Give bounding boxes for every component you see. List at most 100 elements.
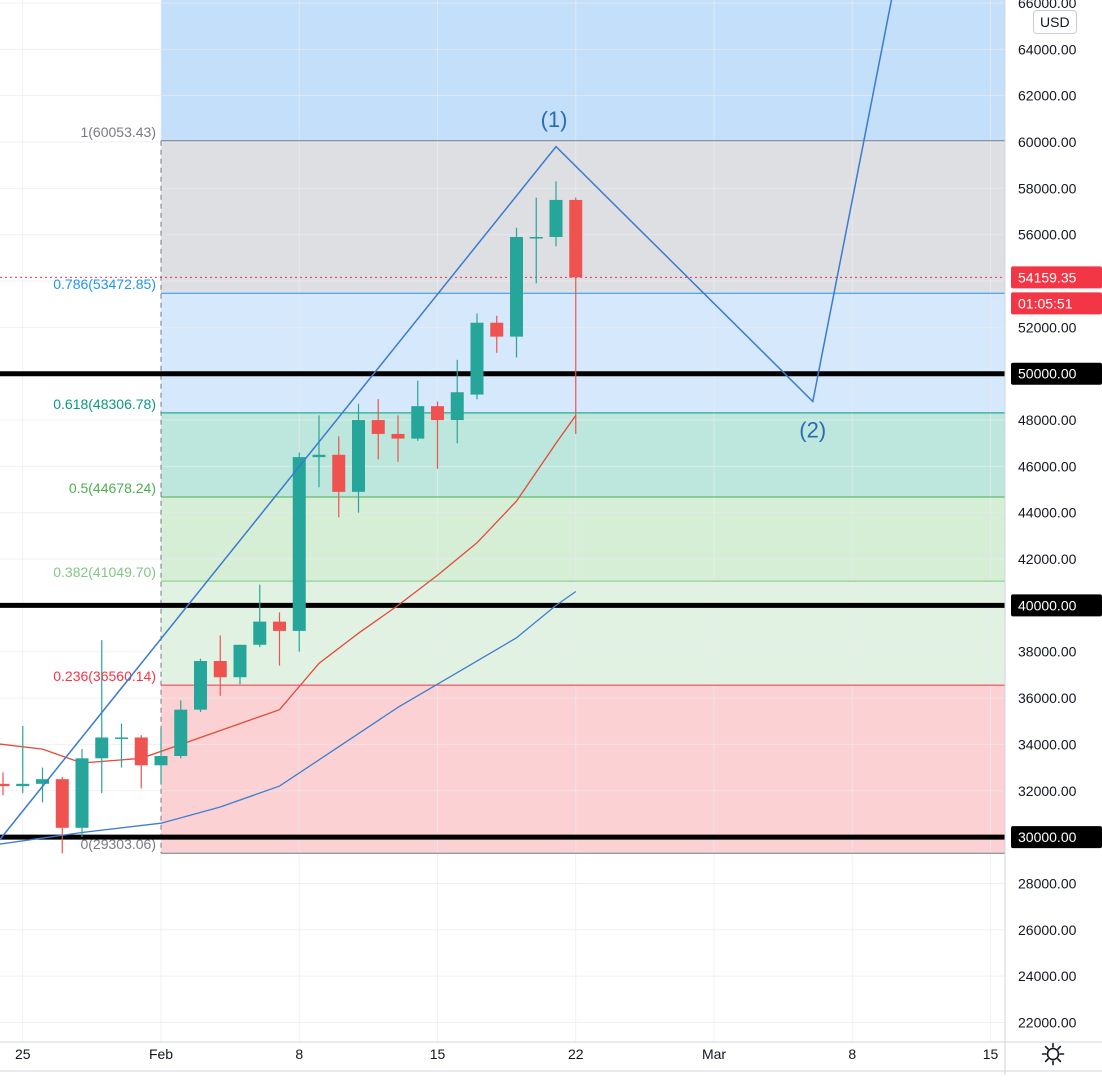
- candles: [0, 181, 583, 854]
- level-badge-bg: [1011, 826, 1102, 849]
- time-axis-panel: [0, 1042, 1102, 1075]
- candle: [154, 728, 168, 784]
- candle: [312, 415, 326, 488]
- candle: [0, 772, 10, 796]
- candle: [95, 640, 109, 794]
- x-tick-label: 15: [430, 1046, 446, 1062]
- fib-lines: 1(60053.43) 0.786(53472.85) 0.618(48306.78…: [0, 124, 1005, 854]
- fib-label: 0(29303.06): [80, 836, 156, 852]
- x-tick-label: Mar: [702, 1046, 726, 1062]
- level-badge-bg: [1011, 594, 1102, 617]
- fib-label: 0.786(53472.85): [53, 276, 156, 292]
- fib-zone: [161, 140, 1005, 294]
- currency-tag[interactable]: USD: [1033, 10, 1077, 34]
- level-badge: 40000.00: [1018, 597, 1077, 613]
- x-tick-label: 15: [983, 1046, 999, 1062]
- candle: [134, 735, 148, 789]
- fib-label: 1(60053.43): [80, 124, 156, 140]
- candle-body: [36, 779, 49, 784]
- candle-body: [0, 783, 10, 787]
- y-tick-label: 48000.00: [1018, 412, 1077, 428]
- x-tick-label: Feb: [149, 1046, 173, 1062]
- y-tick-label: 32000.00: [1018, 783, 1077, 799]
- y-tick-label: 24000.00: [1018, 968, 1077, 984]
- candle-body: [549, 199, 563, 237]
- candle-body: [194, 661, 207, 710]
- candle-body: [75, 758, 89, 828]
- candle: [549, 181, 563, 247]
- wave-label: (2): [799, 417, 826, 442]
- level-badge: 50000.00: [1018, 366, 1077, 382]
- y-tick-label: 64000.00: [1018, 41, 1077, 57]
- y-tick-label: 46000.00: [1018, 458, 1077, 474]
- candle-body: [95, 737, 109, 759]
- candle: [55, 776, 69, 854]
- candle-body: [470, 322, 484, 395]
- wave-line: [0, 0, 893, 841]
- candle-body: [273, 621, 286, 631]
- candle: [16, 725, 30, 794]
- candle: [75, 749, 89, 838]
- y-tick-label: 66000.00: [1018, 0, 1077, 11]
- fib-zone: [161, 685, 1005, 854]
- fib-label: 0.236(36560.14): [53, 668, 156, 684]
- y-tick-label: 28000.00: [1018, 875, 1077, 891]
- candle: [450, 359, 464, 444]
- candle: [332, 436, 346, 518]
- moving-averages: [0, 415, 577, 845]
- y-tick-label: 26000.00: [1018, 922, 1077, 938]
- y-tick-label: 42000.00: [1018, 551, 1077, 567]
- candle-body: [213, 661, 227, 678]
- x-tick-label: 8: [295, 1046, 303, 1062]
- candle: [194, 658, 207, 712]
- candle: [569, 197, 583, 434]
- x-tick-label: 25: [15, 1046, 31, 1062]
- candle: [233, 644, 247, 685]
- fib-zone: [161, 0, 1005, 141]
- fib-label: 0.5(44678.24): [69, 480, 156, 496]
- y-tick-label: 60000.00: [1018, 134, 1077, 150]
- candle-body: [431, 406, 444, 421]
- candle-body: [292, 457, 306, 631]
- candle-body: [115, 737, 128, 739]
- moving-average-line: [0, 590, 577, 845]
- candle-body: [134, 737, 148, 766]
- candle: [115, 723, 128, 768]
- candle-body: [233, 644, 247, 678]
- candle-body: [411, 406, 425, 439]
- y-tick-label: 34000.00: [1018, 736, 1077, 752]
- gear-icon[interactable]: [1040, 1041, 1066, 1067]
- current-price-badge-bg: [1011, 266, 1102, 289]
- candle-body: [174, 709, 188, 757]
- candle: [352, 403, 365, 513]
- y-tick-label: 62000.00: [1018, 88, 1077, 104]
- y-tick-label: 52000.00: [1018, 319, 1077, 335]
- y-tick-label: 22000.00: [1018, 1014, 1077, 1030]
- candle-body: [16, 783, 30, 787]
- candle: [490, 315, 504, 353]
- candle-body: [312, 454, 326, 458]
- fib-label: 0.618(48306.78): [53, 396, 156, 412]
- candle: [391, 415, 405, 462]
- y-tick-label: 58000.00: [1018, 180, 1077, 196]
- wave-label: (1): [541, 107, 568, 132]
- y-tick-label: 38000.00: [1018, 644, 1077, 660]
- candle: [174, 700, 188, 759]
- level-badge: 30000.00: [1018, 829, 1077, 845]
- candle-body: [352, 420, 365, 492]
- countdown-badge: 01:05:51: [1018, 295, 1073, 311]
- countdown-badge-bg: [1011, 292, 1102, 315]
- x-tick-label: 22: [568, 1046, 584, 1062]
- y-tick-label: 44000.00: [1018, 505, 1077, 521]
- price-axis-panel: [1005, 0, 1102, 1075]
- fib-zone: [161, 581, 1005, 686]
- candle-body: [332, 454, 346, 492]
- candle-body: [371, 420, 385, 434]
- horizontal-levels: [0, 371, 1005, 840]
- fib-zones: [161, 0, 1005, 854]
- x-tick-label: 8: [848, 1046, 856, 1062]
- fib-zone: [161, 412, 1005, 498]
